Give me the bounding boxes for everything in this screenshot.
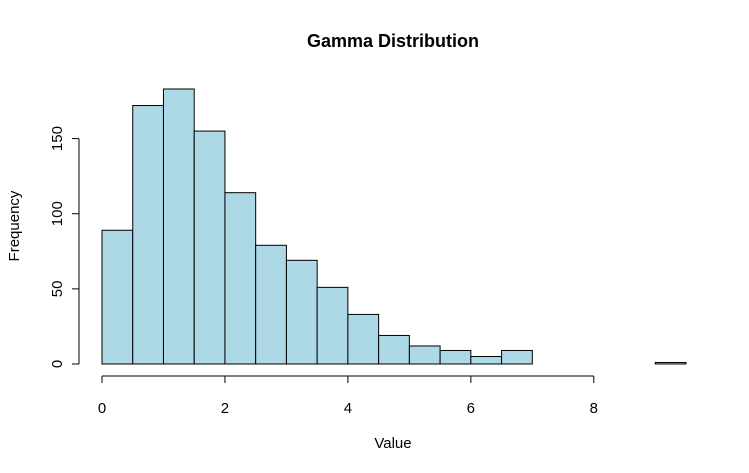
x-tick-label-2: 4 bbox=[344, 400, 352, 417]
histogram-bar-1 bbox=[132, 105, 164, 365]
x-axis: 0 2 4 6 8 bbox=[98, 375, 598, 417]
histogram-bar-13 bbox=[501, 349, 533, 365]
y-tick-label-1: 50 bbox=[49, 281, 66, 298]
histogram-bar-7 bbox=[316, 286, 349, 365]
histogram-bar-0 bbox=[101, 229, 134, 365]
histogram-bar-6 bbox=[285, 259, 318, 365]
histogram-bar-2 bbox=[162, 88, 195, 365]
x-tick-label-0: 0 bbox=[98, 400, 106, 417]
histogram-bar-5 bbox=[255, 244, 287, 365]
y-tick-label-3: 150 bbox=[49, 126, 66, 151]
x-tick-label-4: 8 bbox=[590, 400, 598, 417]
histogram-bar-9 bbox=[378, 334, 410, 365]
y-tick-label-0: 0 bbox=[49, 360, 66, 368]
histogram-bar-3 bbox=[193, 130, 226, 365]
histogram-bar-8 bbox=[347, 313, 380, 365]
histogram-bars bbox=[101, 88, 687, 365]
histogram-bar-12 bbox=[470, 355, 503, 365]
y-axis-label: Frequency bbox=[6, 190, 23, 261]
histogram-bar-10 bbox=[408, 345, 441, 365]
x-tick-label-1: 2 bbox=[221, 400, 229, 417]
y-tick-label-2: 100 bbox=[49, 201, 66, 226]
histogram-bar-18 bbox=[654, 361, 687, 365]
x-axis-label: Value bbox=[374, 435, 411, 452]
chart-title: Gamma Distribution bbox=[307, 31, 479, 51]
histogram-bar-11 bbox=[439, 349, 472, 365]
histogram-bar-4 bbox=[224, 192, 257, 365]
x-tick-label-3: 6 bbox=[467, 400, 475, 417]
y-axis: 0 50 100 150 bbox=[49, 126, 80, 368]
